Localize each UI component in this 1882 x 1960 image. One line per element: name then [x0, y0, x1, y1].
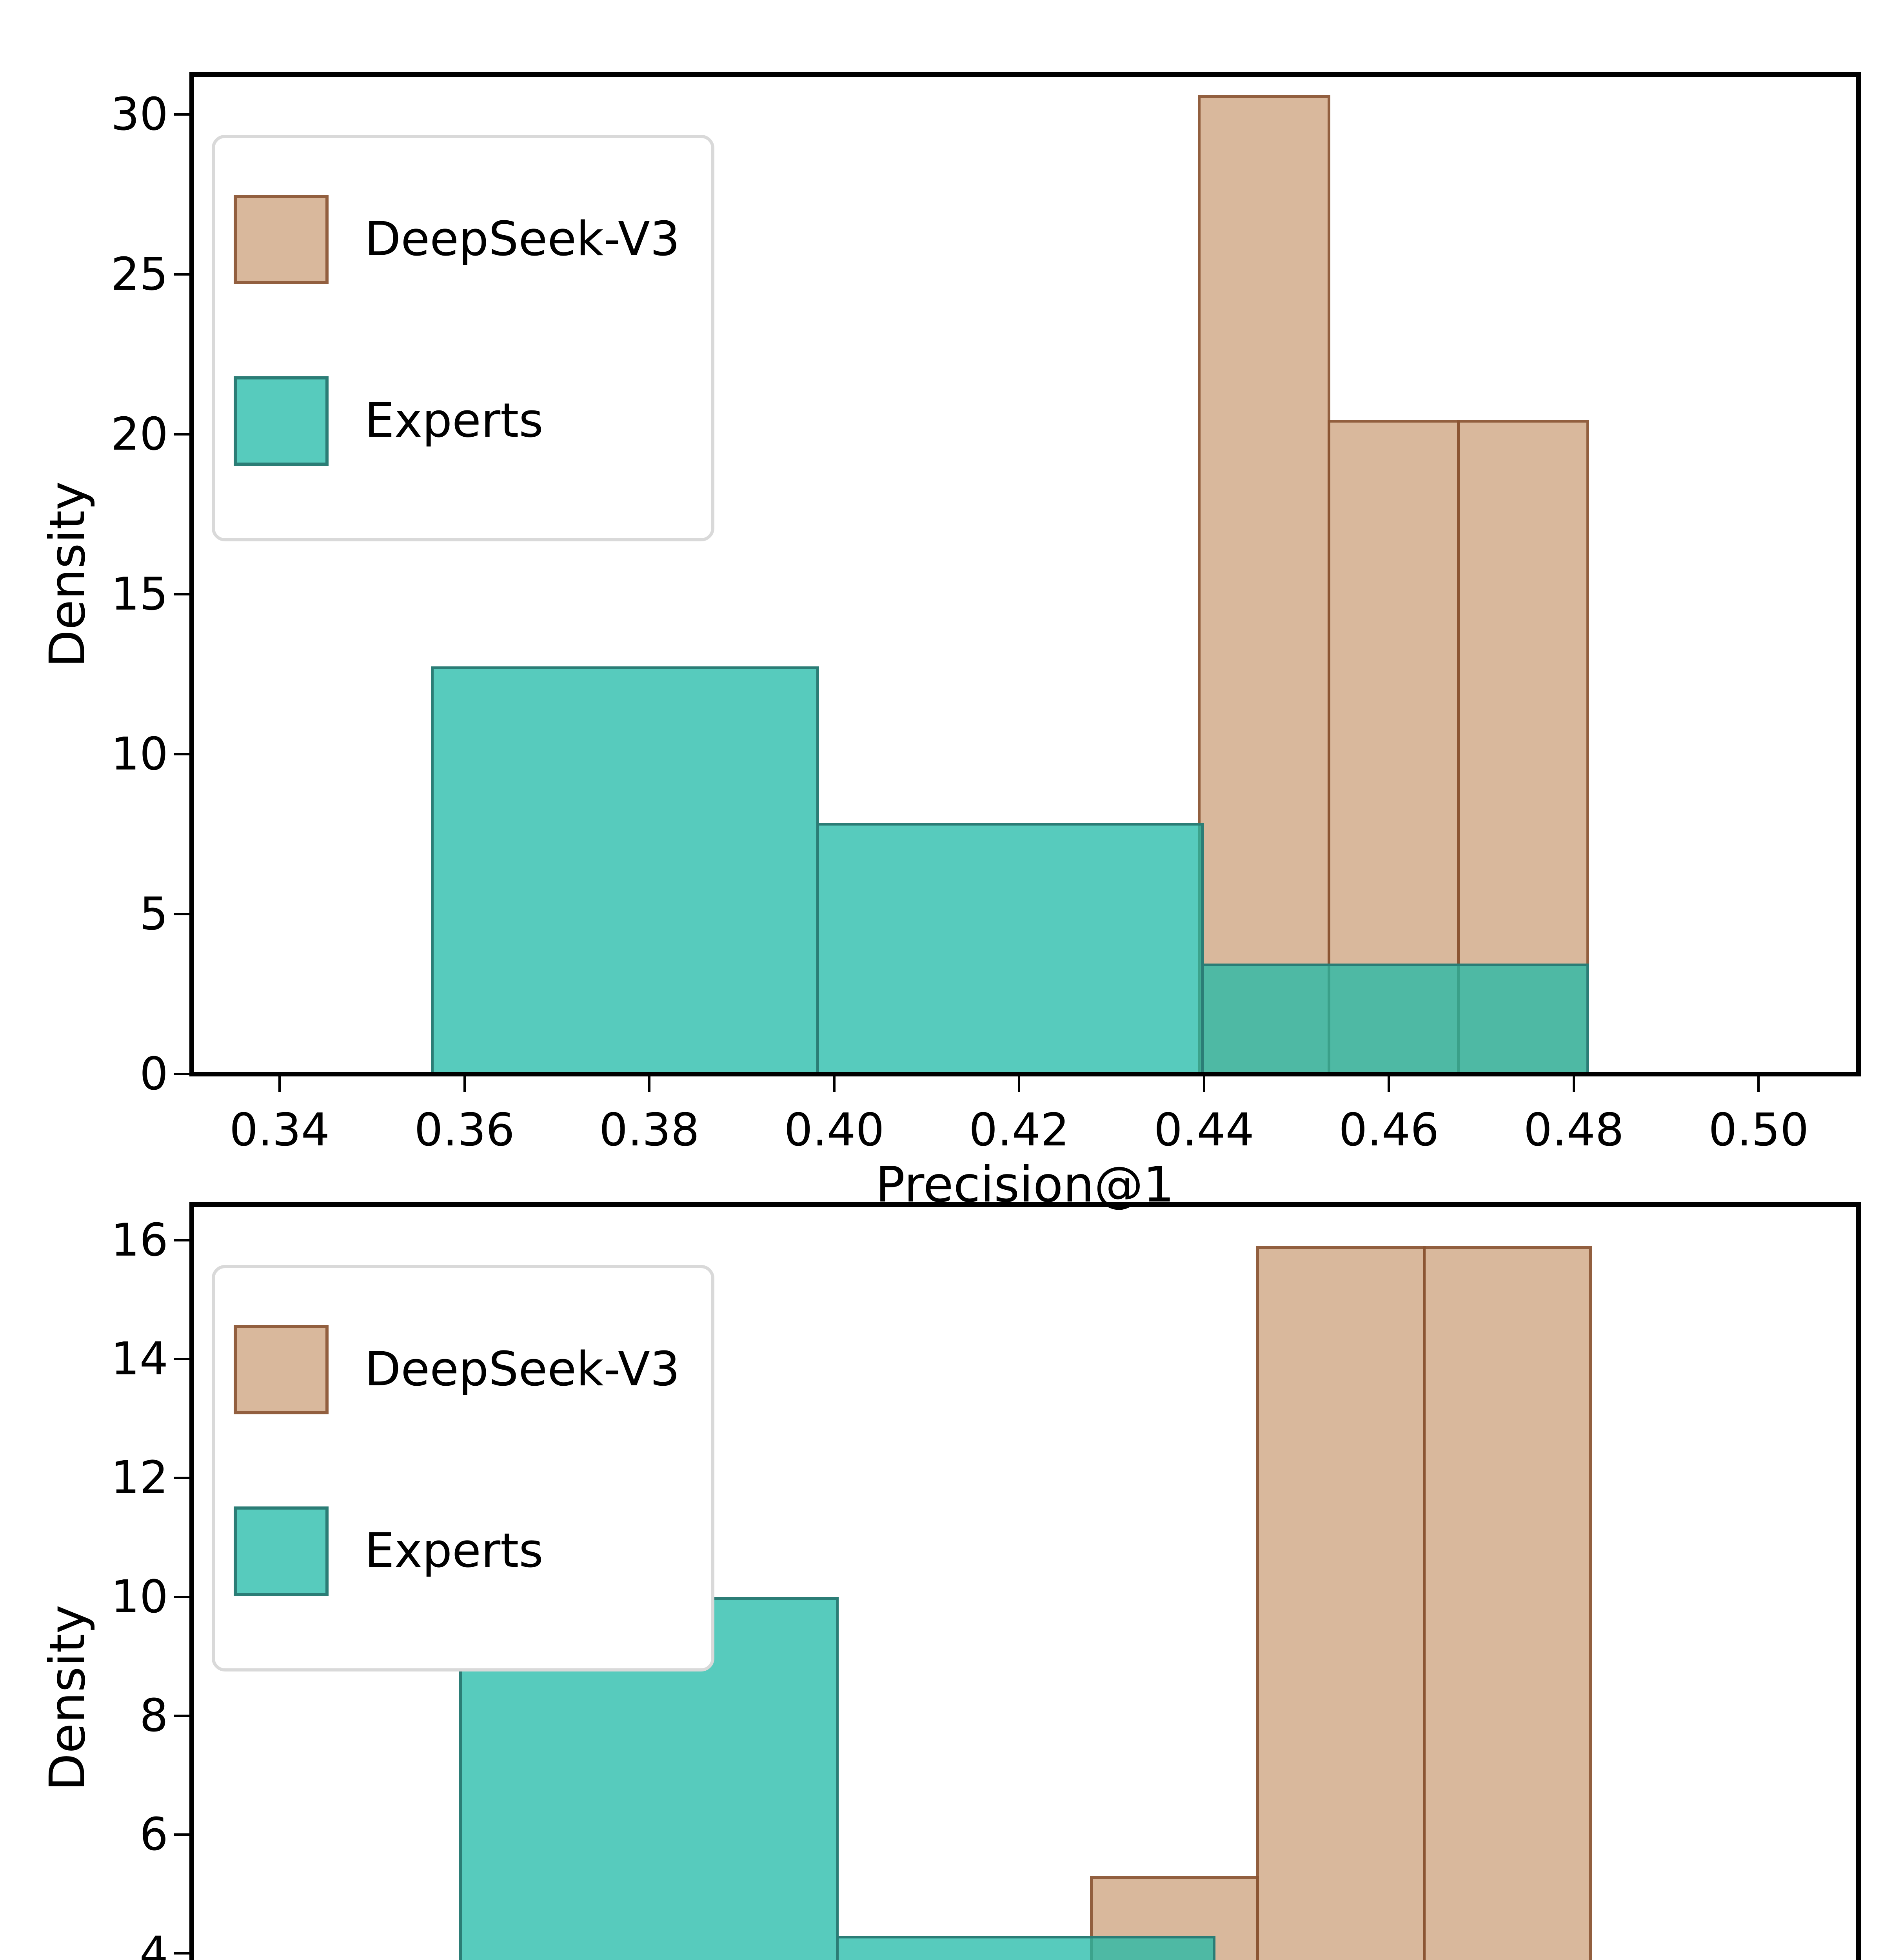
legend-bottom: DeepSeek-V3 Experts	[212, 1265, 715, 1671]
x-tick	[1388, 1076, 1390, 1092]
y-tick-label: 20	[111, 408, 168, 461]
y-tick-label: 10	[111, 728, 168, 780]
x-tick-label: 0.44	[1154, 1104, 1254, 1156]
y-tick	[174, 753, 189, 755]
x-tick	[648, 1076, 651, 1092]
x-tick-label: 0.34	[229, 1104, 330, 1156]
legend-label: DeepSeek-V3	[365, 1342, 680, 1397]
deepseek-v3-bar	[1256, 1246, 1426, 1960]
experts-bar	[431, 666, 819, 1074]
x-tick-label: 0.40	[784, 1104, 885, 1156]
x-axis-label-precision: Precision@1	[875, 1156, 1175, 1213]
x-tick	[1572, 1076, 1575, 1092]
y-tick-label: 5	[139, 888, 168, 940]
experts-swatch-icon	[234, 1506, 329, 1596]
y-tick	[174, 1952, 189, 1955]
x-tick-label: 0.38	[599, 1104, 700, 1156]
x-tick	[833, 1076, 836, 1092]
y-tick-label: 30	[111, 88, 168, 141]
y-tick	[174, 913, 189, 915]
y-tick	[174, 1595, 189, 1598]
x-tick-label: 0.36	[414, 1104, 515, 1156]
x-tick-label: 0.42	[969, 1104, 1070, 1156]
x-tick	[1018, 1076, 1021, 1092]
legend-label: Experts	[365, 1524, 543, 1578]
experts-bar	[816, 823, 1204, 1074]
y-tick-label: 4	[139, 1927, 168, 1960]
x-tick	[463, 1076, 466, 1092]
legend-label: DeepSeek-V3	[365, 212, 680, 267]
y-tick-label: 8	[139, 1689, 168, 1742]
deepseek-v3-bar	[1198, 95, 1330, 1074]
experts-bar	[1201, 964, 1589, 1074]
y-tick-label: 15	[111, 568, 168, 621]
y-tick	[174, 1714, 189, 1717]
legend-label: Experts	[365, 394, 543, 448]
legend-item-experts: Experts	[234, 1506, 680, 1596]
y-tick-label: 10	[111, 1570, 168, 1623]
y-tick	[174, 113, 189, 116]
y-tick	[174, 1833, 189, 1836]
y-tick	[174, 593, 189, 595]
deepseek-v3-bar	[1422, 1246, 1592, 1960]
y-tick	[174, 1477, 189, 1479]
experts-bar	[836, 1936, 1215, 1960]
y-tick	[174, 273, 189, 276]
y-tick-label: 25	[111, 248, 168, 301]
y-tick-label: 6	[139, 1808, 168, 1861]
deepseek-swatch-icon	[234, 195, 329, 284]
legend-item-deepseek-v3: DeepSeek-V3	[234, 195, 680, 284]
legend-item-deepseek-v3: DeepSeek-V3	[234, 1325, 680, 1414]
y-tick-label: 16	[111, 1214, 168, 1267]
legend-top: DeepSeek-V3 Experts	[212, 135, 715, 541]
x-tick-label: 0.46	[1339, 1104, 1439, 1156]
y-tick-label: 0	[139, 1048, 168, 1100]
experts-swatch-icon	[234, 376, 329, 466]
y-tick	[174, 1358, 189, 1361]
x-tick	[1757, 1076, 1760, 1092]
y-tick-label: 14	[111, 1333, 168, 1386]
x-tick	[1203, 1076, 1205, 1092]
deepseek-swatch-icon	[234, 1325, 329, 1414]
x-tick-label: 0.48	[1523, 1104, 1624, 1156]
x-tick-label: 0.50	[1708, 1104, 1809, 1156]
y-tick	[174, 1073, 189, 1075]
x-tick	[278, 1076, 281, 1092]
y-tick-label: 12	[111, 1452, 168, 1504]
y-tick	[174, 433, 189, 436]
y-tick	[174, 1239, 189, 1241]
legend-item-experts: Experts	[234, 376, 680, 466]
